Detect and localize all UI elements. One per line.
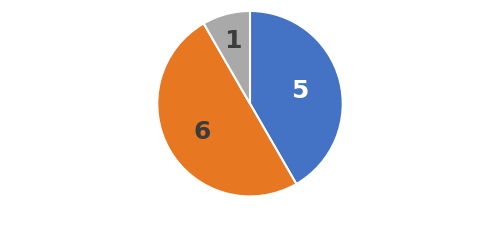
Wedge shape (250, 11, 342, 184)
Text: 6: 6 (193, 120, 210, 143)
Wedge shape (158, 23, 296, 196)
Wedge shape (204, 11, 250, 104)
Text: 1: 1 (224, 29, 242, 53)
Text: 5: 5 (290, 79, 308, 102)
